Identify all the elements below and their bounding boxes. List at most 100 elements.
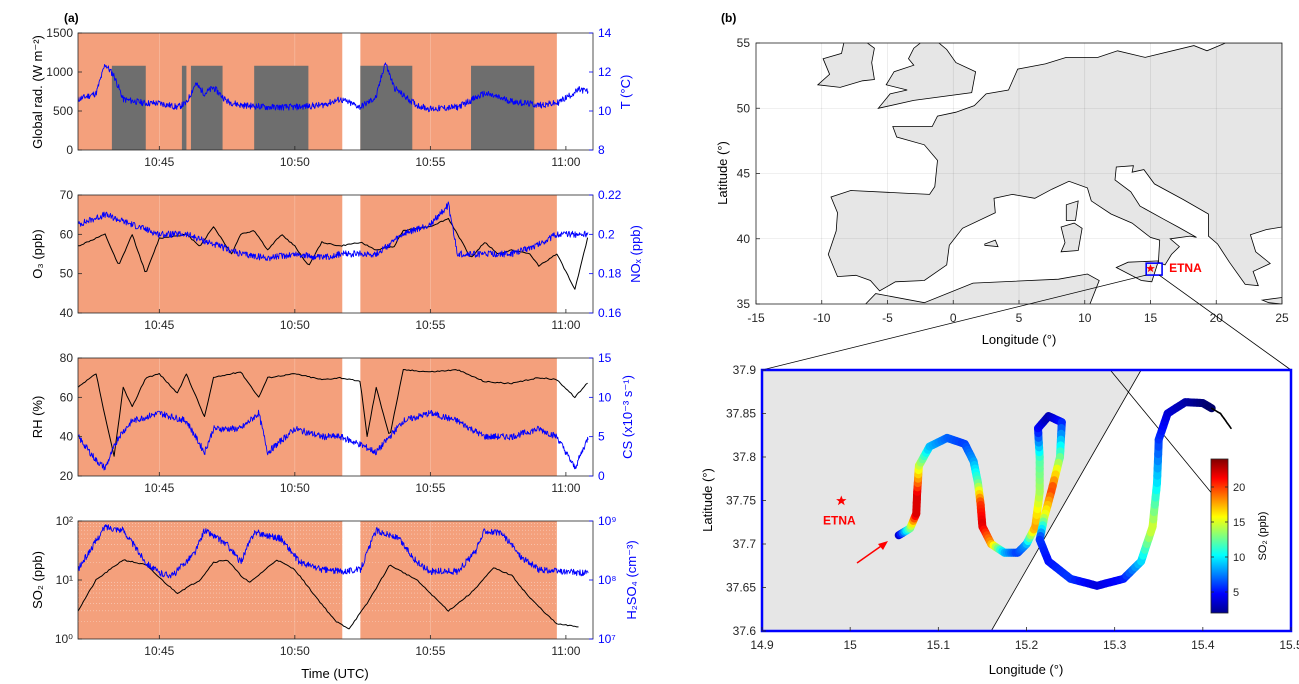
unshaded-gap: [342, 521, 361, 639]
daylight-shading: [78, 358, 593, 476]
h2so4-series: [78, 524, 589, 579]
panel-label-a: (a): [64, 11, 79, 25]
x-tick-label: 14.9: [750, 638, 774, 652]
x-tick-label: 11:00: [551, 318, 580, 332]
axis-ticks: 10⁰ 10¹ 10² 10⁷ 10⁸ 10⁹ 10:45 10:50 10:55 11:00: [55, 514, 617, 658]
y-tick-label-left: 10²: [56, 514, 73, 528]
axis-ticks: -15 -10 -5 0 5 10 15 20 25 35 40 45 50 55: [737, 36, 1289, 325]
ireland-shape: [816, 43, 875, 88]
x-tick-label: 15: [843, 638, 857, 652]
x-tick-label: 11:00: [551, 644, 580, 658]
land-masses: [816, 43, 1282, 304]
y-tick-label-left: 60: [60, 227, 74, 241]
cs-series: [78, 409, 589, 471]
corsica-shape: [1065, 200, 1079, 221]
y-axis-label: Latitude (°): [715, 141, 730, 205]
x-tick-label: 5: [1016, 311, 1023, 325]
colorbar-tick-label: 20: [1233, 482, 1245, 494]
axis-ticks: 40 50 60 70 0.16 0.18 0.2 0.22 10:45 10:50 10:55 11…: [60, 188, 622, 332]
panel-a2: 40 50 60 70 0.16 0.18 0.2 0.22 10:45 10:50 10:55 11…: [30, 188, 643, 332]
y-tick-label-right: 5: [598, 430, 605, 444]
y-axis-label: Latitude (°): [700, 468, 715, 532]
x-tick-label: 10:55: [415, 481, 445, 495]
axes-frame: [77, 357, 594, 477]
y-tick-label-left: 20: [60, 469, 74, 483]
unshaded-gap: [342, 358, 361, 476]
daylight-shading: [78, 195, 593, 313]
grid-lines: [159, 358, 567, 476]
global-radiation-series: [111, 65, 535, 150]
track-segment: [1228, 424, 1232, 430]
y-tick-label-right: 0.16: [598, 306, 622, 320]
panel-a4: 10⁰ 10¹ 10² 10⁷ 10⁸ 10⁹ 10:45 10:50 10:55 11:00 S…: [30, 514, 639, 681]
y-tick-label-right: 0.18: [598, 267, 622, 281]
unshaded-gap: [556, 521, 593, 639]
x-tick-label: 10: [1078, 311, 1092, 325]
x-tick-label: 15.5: [1279, 638, 1299, 652]
y-tick-label-right: 10: [598, 104, 612, 118]
series-line: [78, 62, 589, 113]
sardinia-shape: [1060, 222, 1083, 253]
y-tick-label: 35: [737, 297, 751, 311]
coastline: [990, 370, 1142, 631]
axis-ticks: 20 40 60 80 0 5 10 15 10:45 10:50 10:55 11:00: [60, 351, 612, 495]
x-axis-label: Longitude (°): [982, 332, 1057, 347]
panel-b1-map: -15 -10 -5 0 5 10 15 20 25 35 40 45 50 55 ETNA Longit…: [715, 36, 1289, 347]
continental-europe-shape: [827, 43, 1282, 292]
calabria-coastline: [1109, 370, 1226, 510]
x-tick-label: 10:45: [144, 644, 174, 658]
x-tick-label: -10: [813, 311, 831, 325]
shaded-period: [78, 358, 593, 476]
x-tick-label: 15.1: [927, 638, 951, 652]
y-tick-label-right: 8: [598, 143, 605, 157]
x-tick-label: 10:55: [415, 644, 445, 658]
y-label-left: SO₂ (ppb): [30, 551, 45, 609]
x-tick-label: 25: [1275, 311, 1289, 325]
etna-star: [1146, 264, 1155, 273]
x-tick-label: 10:45: [144, 155, 174, 169]
connector-line: [1158, 274, 1292, 371]
unshaded-gap: [556, 195, 593, 313]
y-tick-label: 37.85: [726, 407, 756, 421]
y-tick-label-left: 500: [53, 104, 73, 118]
axis-ticks: 0 500 1000 1500 8 10 12 14 10:45 10:50 10:55 11:00: [46, 26, 611, 169]
etna-label: ETNA: [1169, 261, 1202, 275]
x-tick-label: 10:50: [280, 644, 310, 658]
x-tick-label: 11:00: [551, 155, 580, 169]
radiation-block: [360, 65, 413, 150]
shaded-period: [78, 195, 593, 313]
x-tick-label: 15.2: [1015, 638, 1039, 652]
temperature-series: [78, 62, 589, 113]
unshaded-gap: [342, 33, 361, 150]
y-label-right: CS (x10⁻³ s⁻¹): [620, 375, 635, 459]
y-tick-label-left: 70: [60, 188, 74, 202]
panel-label-b: (b): [721, 11, 736, 25]
y-tick-label-right: 10: [598, 390, 612, 404]
y-tick-label-left: 10⁰: [55, 632, 73, 646]
y-label-left: Global rad. (W m⁻²): [30, 35, 45, 149]
y-tick-label-left: 10¹: [56, 573, 73, 587]
sicily-shape: [1115, 260, 1159, 283]
crete-shape: [1260, 297, 1282, 304]
radiation-block: [111, 65, 146, 150]
y-tick-label-right: 10⁸: [598, 573, 616, 587]
y-tick-label-right: 14: [598, 26, 612, 40]
north-africa-shape: [865, 273, 1100, 304]
great-britain-shape: [877, 43, 977, 109]
y-tick-label-right: 0.22: [598, 188, 622, 202]
y-tick-label-right: 10⁹: [598, 514, 617, 528]
colorbar: 5 10 15 20: [1210, 458, 1245, 614]
radiation-block: [471, 65, 535, 150]
unshaded-gap: [342, 195, 361, 313]
x-tick-label: 0: [950, 311, 957, 325]
y-tick-label: 37.75: [726, 494, 756, 508]
axes-frame: [77, 194, 594, 314]
y-label-left: O₃ (ppb): [30, 229, 45, 278]
radiation-block: [181, 65, 187, 150]
y-tick-label-left: 0: [66, 143, 73, 157]
y-tick-label: 40: [737, 232, 751, 246]
sicily-land: [762, 370, 1142, 631]
x-tick-label: -15: [747, 311, 765, 325]
